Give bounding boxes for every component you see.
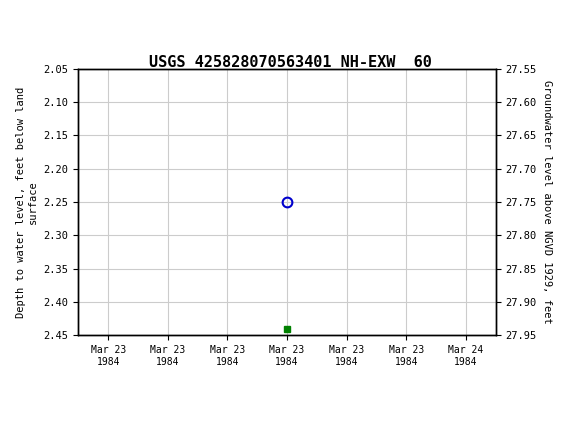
Y-axis label: Depth to water level, feet below land
surface: Depth to water level, feet below land su… bbox=[16, 86, 38, 318]
Legend: Period of approved data: Period of approved data bbox=[200, 428, 374, 430]
Y-axis label: Groundwater level above NGVD 1929, feet: Groundwater level above NGVD 1929, feet bbox=[542, 80, 552, 324]
Text: USGS: USGS bbox=[49, 16, 109, 35]
Text: ☒: ☒ bbox=[9, 14, 31, 38]
Text: USGS 425828070563401 NH-EXW  60: USGS 425828070563401 NH-EXW 60 bbox=[148, 55, 432, 70]
FancyBboxPatch shape bbox=[7, 8, 48, 44]
